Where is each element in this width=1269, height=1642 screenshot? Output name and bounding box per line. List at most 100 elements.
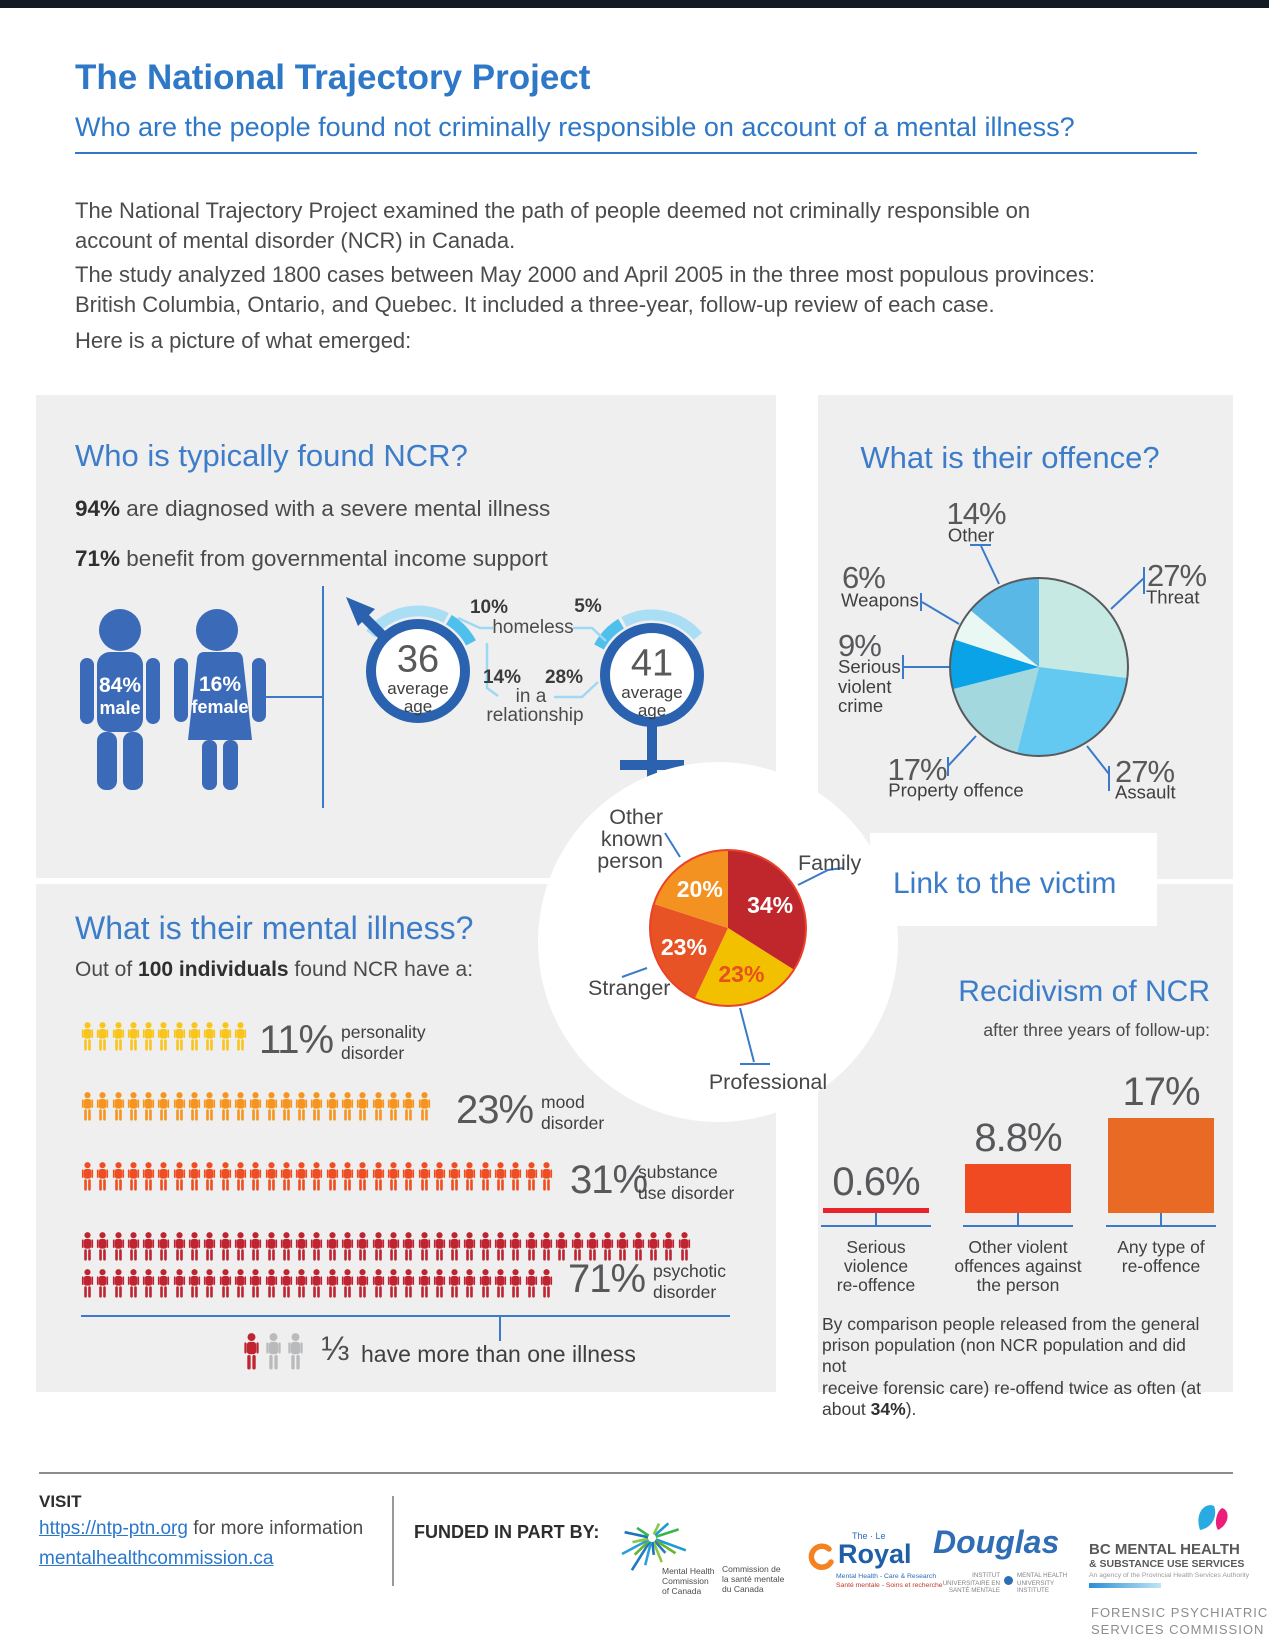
person-icon: [97, 1162, 109, 1191]
offence-connector-lines: [902, 544, 1145, 791]
pie-slice-other-known-person: [653, 850, 728, 928]
person-icon: [525, 1162, 537, 1191]
person-icon: [265, 1269, 277, 1298]
male-average-age-value: 36: [396, 638, 440, 681]
who-fact-2: 71% benefit from governmental income sup…: [75, 546, 548, 572]
female-arc-pale: [621, 609, 703, 641]
person-icon: [97, 1022, 109, 1051]
person-icon: [540, 1269, 553, 1298]
one-third-person-1: [243, 1333, 260, 1375]
recid-baseline-3: [1106, 1225, 1216, 1227]
person-icon: [326, 1092, 338, 1121]
offence-assault-percent: 27%: [1115, 754, 1175, 789]
female-share-label: female: [191, 697, 249, 717]
person-icon: [403, 1232, 415, 1261]
recid-category-2: Other violent offences against the perso…: [954, 1237, 1082, 1295]
who-fact-2-stat: 71%: [75, 546, 121, 571]
person-icon: [204, 1232, 216, 1261]
offence-weapons-percent: 6%: [842, 560, 886, 595]
person-icon: [219, 1162, 231, 1191]
person-icon: [280, 1232, 292, 1261]
person-icon: [387, 1269, 400, 1298]
person-icon: [586, 1232, 598, 1261]
person-icon: [663, 1232, 675, 1261]
person-icon: [81, 1092, 94, 1121]
person-icon: [525, 1232, 537, 1261]
person-icon: [326, 1269, 338, 1298]
person-icon: [112, 1022, 124, 1051]
person-icon: [173, 1022, 185, 1051]
starburst-ray: [654, 1522, 670, 1537]
mhcc-wordmark-fr: Commission de la santé mentale du Canada: [722, 1564, 785, 1594]
footer-visit-label: VISIT: [39, 1492, 82, 1511]
offence-weapons-label: Weapons: [841, 589, 919, 611]
illness-bracket-line: [81, 1315, 730, 1317]
person-icon: [464, 1269, 476, 1298]
starburst-ray: [651, 1541, 656, 1556]
illness-intro-post: found NCR have a:: [288, 958, 474, 981]
person-icon: [97, 1232, 109, 1261]
female-average-age-label2: age: [637, 701, 667, 720]
pictograph-row-mood-disorder: [81, 1092, 433, 1121]
person-icon: [418, 1092, 430, 1121]
one-third-person-2: [265, 1333, 282, 1375]
starburst-ray: [654, 1539, 677, 1555]
person-icon: [510, 1232, 522, 1261]
victim-connector-lines: [621, 832, 844, 1065]
relationship-label-line1: in a: [515, 686, 547, 707]
relationship-label-line2: relationship: [486, 705, 584, 726]
person-icon: [341, 1269, 354, 1298]
person-icon: [540, 1232, 553, 1261]
footer-mhcc-line: mentalhealthcommission.ca: [39, 1548, 273, 1570]
mhcc-wordmark-en: Mental Health Commission of Canada: [662, 1566, 715, 1596]
person-icon: [341, 1232, 354, 1261]
person-icon: [296, 1092, 308, 1121]
person-icon: [357, 1269, 369, 1298]
recid-bar-2: [965, 1164, 1071, 1213]
person-icon: [250, 1092, 262, 1121]
person-icon: [234, 1269, 247, 1298]
person-icon: [173, 1092, 185, 1121]
illness-bracket-tick: [499, 1315, 501, 1341]
pictograph-row-psychotic-disorder: [81, 1232, 697, 1298]
starburst-ray: [652, 1541, 663, 1563]
recidivism-heading: Recidivism of NCR: [958, 975, 1210, 1008]
person-icon: [357, 1232, 369, 1261]
person-icon: [188, 1232, 201, 1261]
one-third-person-3: [287, 1333, 304, 1375]
person-icon: [173, 1269, 185, 1298]
douglas-dot-icon: [1004, 1576, 1013, 1585]
intro-paragraph-3: Here is a picture of what emerged:: [75, 328, 412, 353]
person-icon: [158, 1022, 170, 1051]
person-icon: [510, 1269, 522, 1298]
illness-intro-bold: 100 individuals: [138, 958, 289, 981]
person-icon: [357, 1092, 369, 1121]
bc-gradient-bar: [1089, 1583, 1161, 1588]
person-icon: [449, 1269, 461, 1298]
starburst-ray: [621, 1538, 650, 1556]
illness-row2-label: mood disorder: [541, 1092, 605, 1133]
person-icon: [188, 1092, 201, 1121]
relationship-connector-right: [554, 681, 599, 699]
pie-slice-threat: [1039, 578, 1129, 679]
person-icon: [617, 1232, 629, 1261]
recid-tick-2: [1017, 1213, 1019, 1225]
recid-footnote-pre: By comparison people released from the g…: [822, 1314, 1202, 1419]
person-icon: [449, 1232, 461, 1261]
pie-value-label: 20%: [677, 876, 723, 902]
person-icon: [204, 1022, 216, 1051]
male-average-age-label1: average: [387, 679, 449, 698]
person-icon: [97, 1269, 109, 1298]
relationship-connector-left: [485, 643, 499, 698]
bc-agency-line: An agency of the Provincial Health Servi…: [1089, 1572, 1250, 1579]
mentalhealthcommission-link[interactable]: mentalhealthcommission.ca: [39, 1548, 274, 1569]
who-fact-1: 94% are diagnosed with a severe mental i…: [75, 496, 550, 522]
bc-mental-health-line2: & SUBSTANCE USE SERVICES: [1089, 1558, 1245, 1570]
person-icon: [188, 1269, 201, 1298]
douglas-wordmark: Douglas: [933, 1524, 1060, 1560]
recid-category-3: Any type of re-offence: [1117, 1237, 1205, 1276]
person-icon: [326, 1232, 338, 1261]
ntp-link[interactable]: https://ntp-ptn.org: [39, 1518, 188, 1539]
person-icon: [311, 1162, 323, 1191]
person-icon: [266, 1333, 281, 1370]
